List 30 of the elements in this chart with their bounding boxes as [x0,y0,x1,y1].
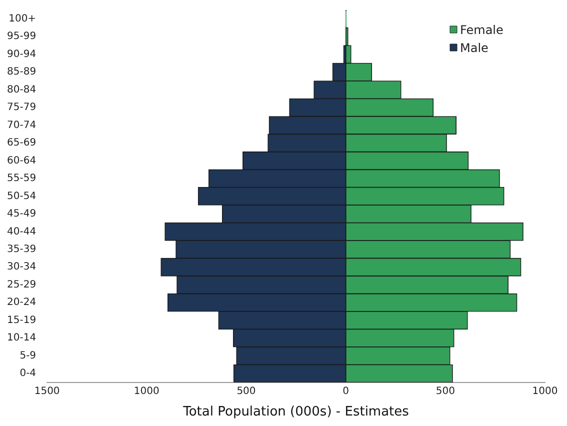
y-tick-label: 10-14 [6,332,36,344]
y-tick-label: 90-94 [6,48,36,60]
legend-label: Female [460,23,504,38]
y-tick-label: 15-19 [6,314,36,326]
y-tick-label: 40-44 [6,226,36,238]
y-tick-label: 85-89 [6,66,36,78]
y-tick-label: 70-74 [6,120,36,131]
y-tick-label: 30-34 [6,262,36,273]
x-tick-label: 500 [436,386,455,397]
y-tick-label: 0-4 [20,368,36,380]
y-tick-label: 25-29 [6,279,36,290]
y-tick-label: 20-24 [6,297,36,308]
y-tick-label: 45-49 [6,208,36,220]
y-tick-label: 95-99 [6,31,36,42]
x-tick-label: 0 [342,386,350,397]
y-tick-label: 35-39 [6,244,36,255]
x-tick-label: 1000 [134,386,160,397]
y-tick-label: 65-69 [6,138,36,149]
x-tick-label: 500 [236,386,256,397]
y-tick-label: 5-9 [20,350,36,362]
y-tick-label: 80-84 [6,84,36,96]
y-tick-label: 50-54 [6,190,36,202]
x-tick-label: 1000 [532,386,558,397]
y-tick-label: 60-64 [6,155,36,166]
y-tick-label: 100+ [8,13,36,24]
x-tick-label: 1500 [34,386,60,397]
x-axis-title: Total Population (000s) - Estimates [182,404,410,420]
legend-label: Male [460,41,488,56]
y-tick-label: 55-59 [6,173,36,184]
y-tick-label: 75-79 [6,102,36,114]
